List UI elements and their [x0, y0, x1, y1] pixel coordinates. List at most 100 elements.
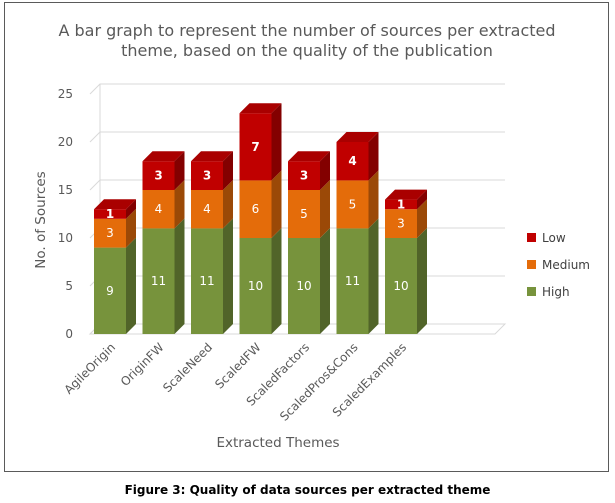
bar-scaleneed-medium: 4: [191, 180, 233, 229]
bar-side: [271, 170, 282, 238]
bar-side: [271, 103, 282, 181]
bar-front: [288, 190, 320, 238]
bar-front: [385, 209, 417, 238]
bar-scaledfw-high: 10: [239, 228, 282, 334]
legend-label: Medium: [542, 258, 590, 272]
bar-scaledfactors-low: 3: [288, 151, 330, 190]
bar-front: [336, 142, 369, 181]
data-label: 3: [154, 169, 162, 183]
y-tick-label: 10: [58, 231, 73, 245]
bar-front: [142, 190, 175, 229]
bar-scaleneed-low: 3: [191, 151, 233, 190]
data-label: 3: [397, 217, 405, 231]
bar-side: [223, 151, 233, 190]
bar-side: [320, 151, 330, 190]
data-label: 11: [199, 274, 214, 288]
bar-side: [320, 180, 330, 238]
bar-side: [174, 180, 185, 229]
legend: Low Medium High: [527, 231, 590, 299]
data-label: 3: [106, 226, 114, 240]
data-label: 4: [348, 154, 356, 168]
bar-side: [126, 208, 136, 248]
bar-scaledpros-cons-medium: 5: [336, 170, 379, 229]
y-tick-label: 25: [58, 87, 73, 101]
bar-side: [368, 218, 379, 334]
bar-top: [336, 132, 379, 142]
bar-front: [142, 161, 175, 190]
data-label: 10: [248, 279, 263, 293]
bar-top: [94, 199, 136, 210]
bar-scaledfactors-medium: 5: [288, 180, 330, 238]
gridline: [89, 131, 505, 143]
x-axis: AgileOrigin OriginFWScaleNeedScaledFWScal…: [61, 340, 409, 424]
y-tick-label: 15: [58, 183, 73, 197]
bar-scaledexamples-medium: 3: [385, 199, 427, 238]
chart-title-line: A bar graph to represent the number of s…: [58, 21, 555, 40]
bar-agileorigin-medium: 3: [94, 208, 136, 248]
bar-scaledfw-low: 7: [239, 103, 282, 181]
x-tick-label: OriginFW: [118, 340, 167, 389]
bar-scaledexamples-low: 1: [385, 189, 427, 211]
bar-agileorigin-high: 9: [94, 237, 136, 334]
data-label: 10: [296, 279, 311, 293]
bar-front: [142, 228, 175, 334]
data-label: 3: [300, 169, 308, 183]
chart-frame: A bar graph to represent the number of s…: [4, 2, 609, 472]
bar-side: [271, 228, 282, 334]
bar-top: [142, 151, 185, 162]
bar-stack-scaleneed: 11 4 3: [191, 151, 233, 334]
bar-front: [191, 228, 223, 334]
legend-item-low: Low: [527, 231, 566, 245]
data-label: 5: [349, 197, 357, 211]
bar-side: [368, 170, 379, 229]
data-label: 1: [106, 207, 114, 221]
bar-side: [174, 218, 185, 334]
x-tick-label: ScaledFW: [212, 340, 263, 391]
bar-scaleneed-high: 11: [191, 218, 233, 334]
bar-top: [385, 189, 427, 200]
data-label: 10: [393, 279, 408, 293]
data-label: 5: [300, 207, 308, 221]
gridline: [89, 83, 505, 95]
bar-scaledfw-medium: 6: [239, 170, 282, 238]
bar-side: [174, 151, 185, 190]
legend-swatch: [527, 233, 536, 242]
bar-side: [417, 228, 427, 334]
data-label: 3: [203, 169, 211, 183]
bar-top: [239, 103, 282, 114]
y-tick-label: 20: [58, 135, 73, 149]
bar-front: [94, 247, 126, 334]
bar-front: [239, 238, 272, 334]
chart-title-line: theme, based on the quality of the publi…: [121, 41, 493, 60]
x-tick-label: AgileOrigin: [61, 340, 118, 397]
bar-agileorigin-low: 1: [94, 199, 136, 221]
legend-item-medium: Medium: [527, 258, 590, 272]
bar-side: [126, 237, 136, 334]
bar-side: [223, 218, 233, 334]
bar-scaledexamples-high: 10: [385, 228, 427, 334]
bar-side: [126, 199, 136, 219]
bar-originfw-high: 11: [142, 218, 185, 334]
bar-front: [385, 238, 417, 334]
bar-front: [385, 199, 417, 210]
y-axis-title: No. of Sources: [33, 171, 49, 268]
bar-side: [368, 132, 379, 181]
bar-stack-agileorigin: 9 3 1: [94, 199, 136, 334]
bar-front: [336, 180, 369, 229]
bar-stack-scaledfactors: 10 5 3: [288, 151, 330, 334]
figure-caption: Figure 3: Quality of data sources per ex…: [124, 483, 491, 497]
bar-originfw-medium: 4: [142, 180, 185, 229]
bar-front: [288, 161, 320, 190]
bar-stack-originfw: 11 4 3: [142, 151, 185, 334]
data-label: 11: [151, 274, 166, 288]
data-label: 7: [251, 140, 259, 154]
y-tick-label: 5: [65, 279, 73, 293]
x-tick-label: ScaleNeed: [160, 340, 215, 395]
bar-scaledpros-cons-low: 4: [336, 132, 379, 181]
chart-title: A bar graph to represent the number of s…: [58, 21, 555, 60]
bar-front: [239, 180, 272, 238]
bar-top: [191, 151, 233, 162]
legend-item-high: High: [527, 285, 570, 299]
bar-side: [417, 189, 427, 210]
